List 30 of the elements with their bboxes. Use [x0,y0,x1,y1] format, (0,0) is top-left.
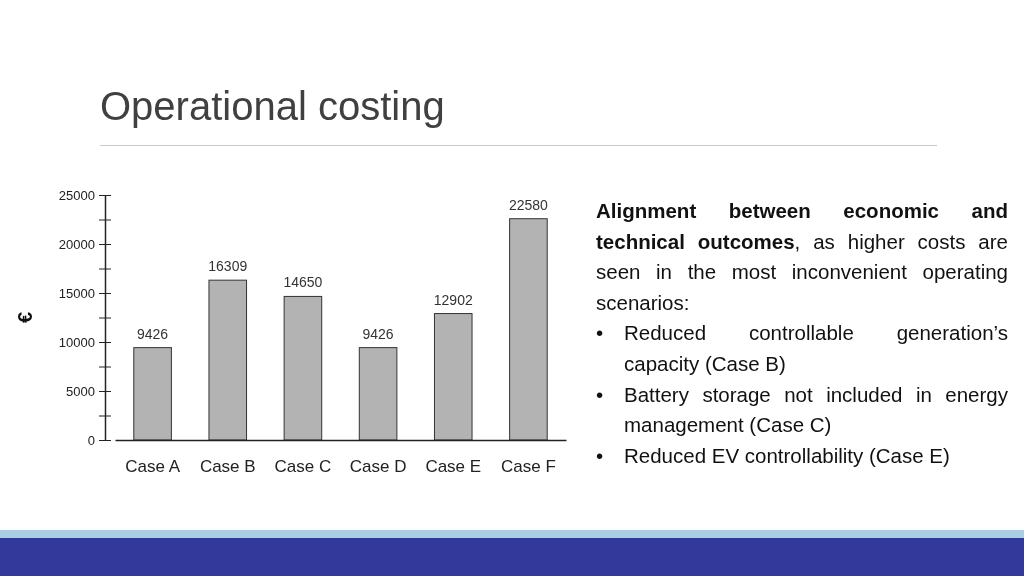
data-label: 14650 [283,274,323,291]
y-tick-label: 25000 [58,187,95,203]
text: • Battery storage not included in energy management (Case C) [596,381,1008,437]
y-tick-label: 5000 [66,383,95,399]
text: Alignment between economic and technical outcomes, as higher costs are seen in the most inconvenient operating scenarios: [596,199,1008,314]
chart-title: Operational costing [100,84,445,129]
data-label: 9426 [137,325,169,342]
bar [509,218,548,441]
bar [433,313,473,441]
text: • Reduced controllable generation’s capacity (Case B) [596,320,1008,375]
bar [358,347,398,441]
bar [133,347,172,441]
x-tick-label: Case F [501,457,556,477]
y-tick-label: 20000 [58,236,95,252]
data-label: 9426 [362,325,394,342]
bar [283,295,323,441]
y-tick-label: 10000 [58,334,95,350]
y-tick-label: 0 [87,432,95,448]
x-tick-label: Case C [274,457,332,477]
x-tick-label: Case D [349,457,407,477]
y-axis-title: € [14,311,36,324]
bar [208,279,248,441]
data-label: 22580 [508,196,549,213]
data-label: 16309 [208,258,248,275]
x-tick-label: Case B [199,457,256,477]
y-tick-label: 15000 [58,285,95,301]
text: • Reduced EV controllability (Case E) [596,442,950,469]
data-label: 12902 [433,291,473,308]
x-tick-label: Case A [125,457,181,477]
x-tick-label: Case E [425,457,482,477]
